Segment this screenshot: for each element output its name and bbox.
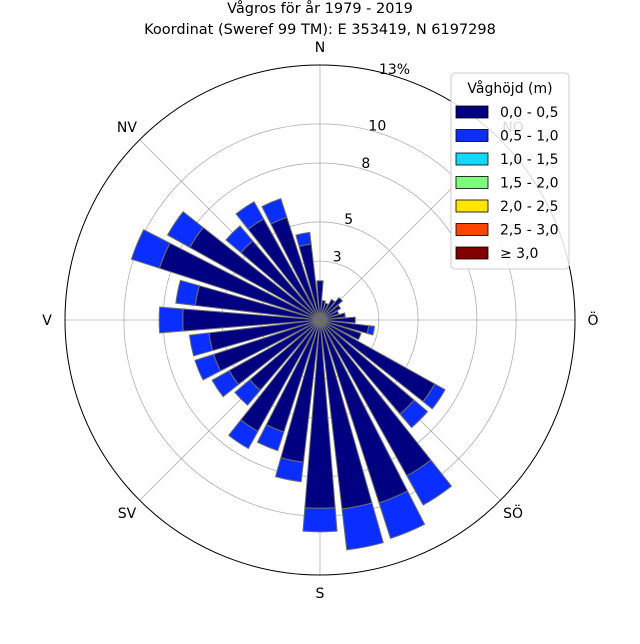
legend-label: ≥ 3,0 <box>500 246 538 262</box>
sector-bar <box>341 502 384 551</box>
radial-tick-label: 10 <box>368 118 386 134</box>
sector-bar <box>194 353 222 381</box>
sector-bar <box>227 419 259 450</box>
sector-bar <box>274 457 305 483</box>
sector-bar <box>188 332 214 357</box>
legend-swatch <box>455 246 489 260</box>
direction-label: NV <box>117 120 137 136</box>
direction-label: N <box>315 40 325 56</box>
radial-tick-label: 3 <box>333 250 342 266</box>
sector-bar <box>319 298 336 321</box>
sector-bar <box>302 507 338 533</box>
sector-bar <box>406 459 453 506</box>
sector-bar <box>319 304 342 321</box>
legend-swatch <box>455 152 489 166</box>
sector-bar <box>366 325 376 336</box>
sector-bar <box>319 310 340 321</box>
sector-bar <box>316 280 324 321</box>
chart-title: Vågros för år 1979 - 2019 <box>227 0 413 17</box>
outer-ring <box>64 64 576 576</box>
direction-label: SÖ <box>503 504 523 522</box>
sector-bar <box>175 279 200 307</box>
sector-bar <box>295 231 312 248</box>
legend-label: 2,0 - 2,5 <box>500 199 558 215</box>
sector-bar <box>256 424 285 452</box>
sector-bar <box>234 379 261 406</box>
direction-label: S <box>316 586 325 602</box>
legend-swatch <box>455 129 489 142</box>
legend-label: 2,5 - 3,0 <box>500 223 558 239</box>
legend-label: 0,5 - 1,0 <box>500 129 558 145</box>
legend-frame <box>450 72 570 270</box>
legend-title: Våghöjd (m) <box>467 80 552 97</box>
sector-bar <box>422 383 446 410</box>
sector-bar <box>319 312 346 321</box>
radial-tick-label: 5 <box>344 212 353 228</box>
sector-bar <box>225 225 254 254</box>
sector-bar <box>158 306 184 334</box>
sector-bar <box>399 399 429 429</box>
legend-label: 1,5 - 2,0 <box>500 176 558 192</box>
radial-tick-labels: 3 5 8 10 13% <box>333 62 410 266</box>
sector-bar <box>319 316 356 324</box>
direction-label: V <box>42 313 52 329</box>
legend-label: 0,0 - 0,5 <box>500 105 558 121</box>
legend-swatch <box>455 223 489 236</box>
legend: Våghöjd (m) 0,0 - 0,5 0,5 - 1,0 1,0 - 1,5 1… <box>450 72 570 270</box>
legend-swatch <box>455 176 489 189</box>
radial-tick-label: 13% <box>379 62 410 78</box>
direction-label: Ö <box>587 311 598 329</box>
sector-bar <box>130 229 171 269</box>
sector-bar <box>378 490 426 540</box>
sector-bar <box>211 369 240 398</box>
chart-subtitle: Koordinat (Sweref 99 TM): E 353419, N 61… <box>144 22 496 38</box>
sector-bars <box>130 198 453 551</box>
sector-bar <box>319 319 362 341</box>
legend-swatch <box>455 105 489 119</box>
sector-bar <box>166 210 204 249</box>
sector-bar <box>261 198 288 225</box>
legend-label: 1,0 - 1,5 <box>500 152 558 168</box>
direction-label: SV <box>118 506 137 522</box>
sector-bar <box>235 201 265 230</box>
sector-bar <box>319 296 344 321</box>
legend-swatch <box>455 199 489 213</box>
radial-tick-label: 8 <box>361 156 370 172</box>
